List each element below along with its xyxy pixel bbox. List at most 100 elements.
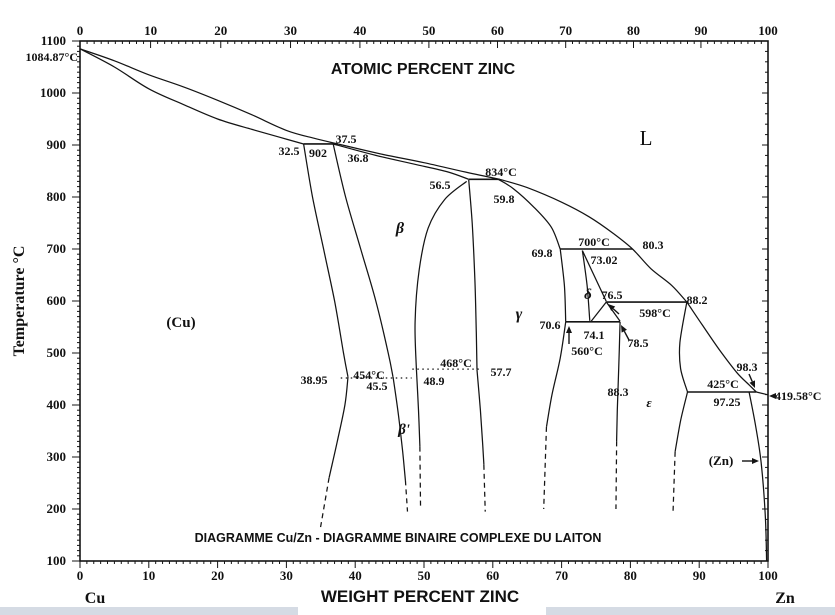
arrow-zn-head xyxy=(752,458,759,464)
arrow-zn xyxy=(742,458,759,464)
bottom-tick-label: 60 xyxy=(486,568,499,583)
annotation-(Cu): (Cu) xyxy=(166,315,195,331)
annotation-δ: δ xyxy=(584,287,592,303)
bottom-tick-label: 70 xyxy=(555,568,568,583)
curve-liquidus-zn xyxy=(756,391,769,396)
annotation-L: L xyxy=(640,126,653,150)
arrow-598-head xyxy=(608,304,616,311)
bottom-tick-label: 30 xyxy=(280,568,293,583)
annotation-78.5: 78.5 xyxy=(628,336,649,350)
curve-solidus-beta xyxy=(333,143,469,180)
arrow-78.5 xyxy=(621,325,630,341)
curve-liquidus-beta xyxy=(337,143,500,180)
top-tick-label: 60 xyxy=(491,23,504,38)
left-tick-label: 100 xyxy=(47,553,67,568)
arrow-419.58 xyxy=(769,393,777,399)
arrow-98.3-shaft xyxy=(748,373,753,382)
left-tick-label: 800 xyxy=(47,189,67,204)
bottom-tick-label: 0 xyxy=(77,568,84,583)
arrow-78.5-head xyxy=(621,325,627,333)
annotation-560°C: 560°C xyxy=(571,344,602,358)
plot-frame xyxy=(79,40,769,562)
arrow-598 xyxy=(608,304,620,315)
left-tick-label: 500 xyxy=(47,345,67,360)
top-tick-label: 100 xyxy=(758,23,778,38)
curve-eps-right xyxy=(674,391,689,452)
curve-alpha-solvus-low xyxy=(328,376,349,478)
annotation-48.9: 48.9 xyxy=(424,374,445,388)
annotation-454°C: 454°C xyxy=(353,368,384,382)
curve-eta-solvus xyxy=(748,391,768,562)
curve-delta-left xyxy=(581,250,591,321)
annotation-419.58°C: 419.58°C xyxy=(775,389,821,403)
top-tick-label: 50 xyxy=(422,23,435,38)
curve-betaprime-gamma xyxy=(476,369,485,465)
annotation-700°C: 700°C xyxy=(578,235,609,249)
left-tick-label: 400 xyxy=(47,397,67,412)
arrow-74.1-head xyxy=(566,326,572,333)
left-tick-label: 600 xyxy=(47,293,67,308)
curve-eps-right-upper xyxy=(678,301,689,393)
annotation-598°C: 598°C xyxy=(639,306,670,320)
curve-eps-left xyxy=(615,321,621,442)
annotation-88.2: 88.2 xyxy=(687,293,708,307)
y-axis-title: Temperature °C xyxy=(11,246,28,357)
annotation-38.95: 38.95 xyxy=(301,373,328,387)
annotation-76.5: 76.5 xyxy=(602,288,623,302)
cu-end-label: Cu xyxy=(85,590,106,607)
annotation-32.5: 32.5 xyxy=(279,144,300,158)
top-tick-label: 70 xyxy=(559,23,572,38)
annotation-97.25: 97.25 xyxy=(714,395,741,409)
annotation-834°C: 834°C xyxy=(485,165,516,179)
annotation-88.3: 88.3 xyxy=(608,385,629,399)
labels: 0 10 20 30 40 50 60 70 80 90 1000 10 20 30 40 50 60 70 80 9… xyxy=(11,23,821,607)
curve-betaprime-gamma-dash xyxy=(483,464,486,512)
annotation-70.6: 70.6 xyxy=(540,318,561,332)
curve-gamma-right-low xyxy=(545,321,567,427)
curve-betaprime-right-low-dash xyxy=(419,446,422,510)
top-tick-label: 40 xyxy=(353,23,366,38)
left-tick-label: 300 xyxy=(47,449,67,464)
left-tick-label: 1100 xyxy=(41,33,66,48)
annotation-98.3: 98.3 xyxy=(737,360,758,374)
curve-beta-betaprime-right xyxy=(414,180,468,370)
arrow-98.3 xyxy=(748,373,755,388)
curve-liquidus-eps xyxy=(686,301,757,393)
bottom-tick-label: 50 xyxy=(418,568,431,583)
arrow-598-shaft xyxy=(612,308,620,315)
top-tick-label: 30 xyxy=(284,23,297,38)
figure-caption: DIAGRAMME Cu/Zn - DIAGRAMME BINAIRE COMP… xyxy=(195,531,602,545)
arrow-78.5-shaft xyxy=(623,330,630,341)
curve-delta-right xyxy=(581,250,607,302)
annotation-56.5: 56.5 xyxy=(430,178,451,192)
curve-alpha-solvus xyxy=(302,143,349,378)
bottom-tick-label: 90 xyxy=(693,568,706,583)
curve-gamma-left2 xyxy=(559,248,567,322)
bottom-tick-label: 80 xyxy=(624,568,637,583)
curve-betaprime-left-dash xyxy=(404,480,409,512)
top-tick-label: 90 xyxy=(694,23,707,38)
top-tick-label: 20 xyxy=(214,23,227,38)
curve-solidus-cu xyxy=(79,48,304,145)
left-tick-label: 200 xyxy=(47,501,67,516)
curve-betaprime-right-low xyxy=(415,369,421,447)
arrow-419.58-head xyxy=(769,393,776,399)
curve-eps-right-dash xyxy=(672,451,676,512)
curve-alpha-solvus-low-dash xyxy=(319,477,330,530)
curve-gamma-right-low-dash xyxy=(543,426,548,510)
top-axis-title: ATOMIC PERCENT ZINC xyxy=(331,61,516,78)
annotation-(Zn): (Zn) xyxy=(709,453,734,468)
annotation-69.8: 69.8 xyxy=(532,246,553,260)
top-tick-label: 80 xyxy=(627,23,640,38)
bottom-tick-label: 10 xyxy=(142,568,155,583)
curve-delta-gamma-low xyxy=(590,301,607,322)
annotation-80.3: 80.3 xyxy=(643,238,664,252)
annotation-ε: ε xyxy=(646,395,652,410)
curve-eps-left-dash xyxy=(615,441,618,510)
curve-liquidus-gamma-delta xyxy=(499,178,688,303)
window-edge-gap xyxy=(298,604,546,615)
annotation-45.5: 45.5 xyxy=(367,379,388,393)
annotation-36.8: 36.8 xyxy=(348,151,369,165)
